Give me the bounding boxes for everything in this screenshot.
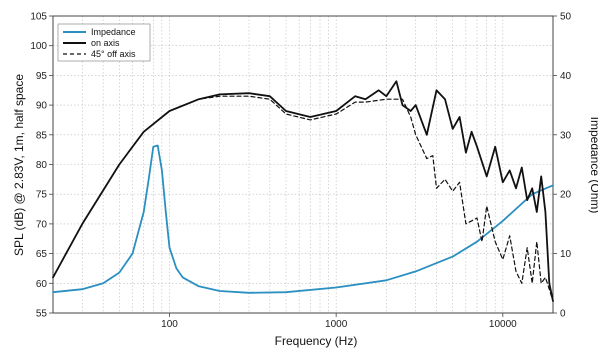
right-tick-label: 50: [560, 12, 572, 23]
grid: [53, 16, 553, 313]
series-layer: [52, 80, 554, 303]
right-tick-label: 0: [560, 309, 566, 320]
right-axis-title: Impedance (Ohm): [588, 117, 598, 214]
left-tick-label: 100: [30, 41, 47, 52]
left-tick-label: 55: [36, 309, 48, 320]
left-tick-label: 60: [36, 279, 48, 290]
right-tick-label: 20: [560, 190, 572, 201]
right-tick-label: 10: [560, 249, 572, 260]
left-tick-label: 70: [36, 219, 48, 230]
legend-label-on-axis: on axis: [91, 38, 120, 48]
left-tick-label: 90: [36, 101, 48, 112]
x-tick-label: 100: [161, 319, 178, 330]
left-tick-label: 105: [30, 12, 47, 23]
left-tick-label: 75: [36, 190, 48, 201]
left-axis-title: SPL (dB) @ 2.83V, 1m, half space: [12, 74, 26, 256]
legend: Impedance on axis 45° off axis: [57, 23, 151, 62]
legend-label-impedance: Impedance: [91, 27, 136, 37]
series-line-impedance: [52, 144, 554, 294]
x-axis-title: Frequency (Hz): [275, 334, 358, 348]
x-tick-label: 10000: [489, 319, 517, 330]
x-axis-ticks: 100 1000 10000: [161, 313, 517, 330]
left-tick-label: 85: [36, 130, 48, 141]
right-axis-ticks: 0 10 20 30 40 50: [553, 12, 572, 320]
right-tick-label: 30: [560, 130, 572, 141]
series-line-on-axis: [52, 80, 554, 303]
right-tick-label: 40: [560, 71, 572, 82]
series-line-off-axis: [168, 95, 554, 302]
x-tick-label: 1000: [325, 319, 348, 330]
left-axis-ticks: 55 60 65 70 75 80 85 90 95 100 105: [30, 12, 53, 320]
legend-label-off-axis: 45° off axis: [91, 49, 136, 59]
left-tick-label: 95: [36, 71, 48, 82]
left-tick-label: 80: [36, 160, 48, 171]
left-tick-label: 65: [36, 249, 48, 260]
